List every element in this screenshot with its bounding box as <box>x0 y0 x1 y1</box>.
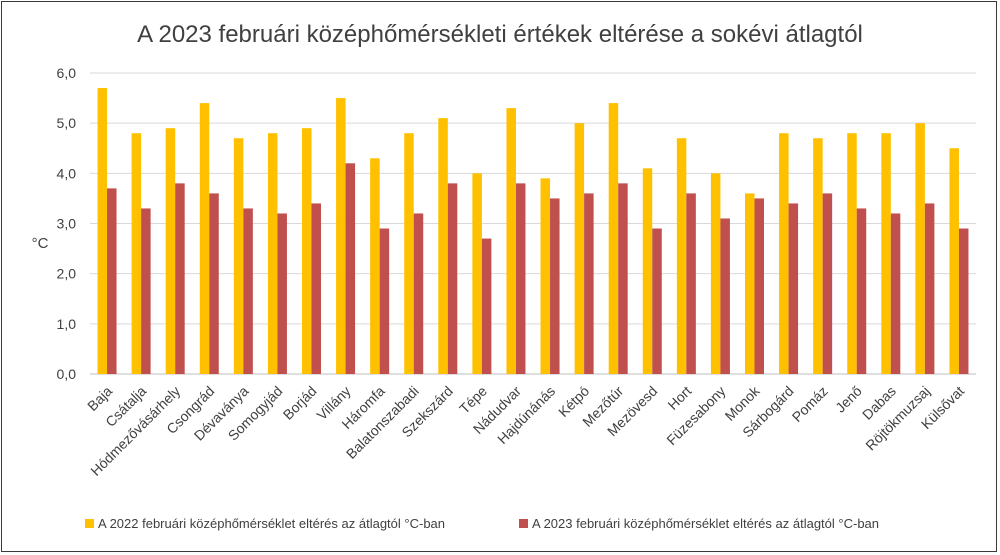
bar-2022 <box>199 103 210 374</box>
bar-2022 <box>97 88 108 375</box>
bar-2023 <box>175 183 185 374</box>
bar-2023 <box>515 183 526 374</box>
bar-2023 <box>856 208 867 374</box>
x-tick-label: Pomáz <box>789 383 831 425</box>
bar-2022 <box>506 108 516 374</box>
legend-label: A 2023 februári középhőmérséklet eltérés… <box>532 516 879 531</box>
bar-2022 <box>472 173 482 374</box>
bar-2023 <box>379 228 390 374</box>
bar-2023 <box>107 188 117 374</box>
bar-2022 <box>370 158 380 374</box>
bar-2023 <box>958 228 969 374</box>
y-tick-label: 5,0 <box>57 115 77 131</box>
bar-2022 <box>336 98 346 374</box>
bar-2023 <box>822 193 833 374</box>
bar-2023 <box>413 213 424 374</box>
legend-swatch <box>85 519 94 528</box>
bar-2022 <box>813 138 823 374</box>
bar-2023 <box>447 183 458 374</box>
y-axis-label: °C <box>32 235 49 252</box>
bar-2022 <box>302 128 312 374</box>
bar-2022 <box>676 138 687 374</box>
bar-2022 <box>438 118 448 375</box>
bar-2023 <box>345 163 356 374</box>
x-axis-labels: BajaCsátaljaHódmezővásárhelyCsongrádDéva… <box>84 382 967 479</box>
bar-2023 <box>754 198 764 374</box>
bar-2022 <box>233 138 244 374</box>
y-axis-ticks: 0,0 1,0 2,0 3,0 4,0 5,0 6,0 <box>57 65 77 382</box>
bar-2023 <box>924 203 935 374</box>
legend-swatch <box>519 519 528 528</box>
bar-2023 <box>243 208 253 374</box>
bar-2022 <box>710 173 721 374</box>
bar-2023 <box>618 183 628 374</box>
bar-2022 <box>949 148 959 374</box>
y-tick-label: 4,0 <box>57 165 77 181</box>
bar-2023 <box>277 213 287 374</box>
y-tick-label: 1,0 <box>57 316 77 332</box>
bar-2022 <box>847 133 857 374</box>
bar-2022 <box>915 123 925 375</box>
bar-2023 <box>550 198 560 374</box>
bar-2023 <box>141 208 151 374</box>
bar-2022 <box>574 123 585 375</box>
bar-2023 <box>788 203 799 374</box>
bar-2022 <box>779 133 789 374</box>
bar-2022 <box>165 128 176 374</box>
y-tick-label: 6,0 <box>57 65 77 81</box>
legend: A 2022 februári középhőmérséklet eltérés… <box>85 516 879 531</box>
y-tick-label: 0,0 <box>57 366 77 382</box>
bar-2023 <box>720 218 730 374</box>
y-tick-label: 2,0 <box>57 266 77 282</box>
chart-title: A 2023 februári középhőmérsékleti értéke… <box>137 21 863 48</box>
bar-2023 <box>481 238 492 374</box>
y-tick-label: 3,0 <box>57 216 77 232</box>
bar-2022 <box>642 168 653 374</box>
gridlines <box>90 72 976 375</box>
bar-2023 <box>652 228 662 374</box>
bar-2022 <box>267 133 278 374</box>
bar-2023 <box>686 193 696 374</box>
bar-2023 <box>584 193 594 374</box>
bars <box>97 88 969 375</box>
bar-2022 <box>608 103 619 374</box>
bar-2023 <box>890 213 901 374</box>
bar-2022 <box>745 193 755 374</box>
bar-2022 <box>131 133 142 374</box>
x-tick-label: Borjád <box>280 383 320 423</box>
legend-label: A 2022 februári középhőmérséklet eltérés… <box>98 516 445 531</box>
bar-2023 <box>209 193 219 374</box>
bar-2022 <box>881 133 891 374</box>
bar-2022 <box>404 133 414 374</box>
x-tick-label: Hort <box>664 383 694 413</box>
bar-2023 <box>311 203 321 374</box>
bar-2022 <box>540 178 551 374</box>
